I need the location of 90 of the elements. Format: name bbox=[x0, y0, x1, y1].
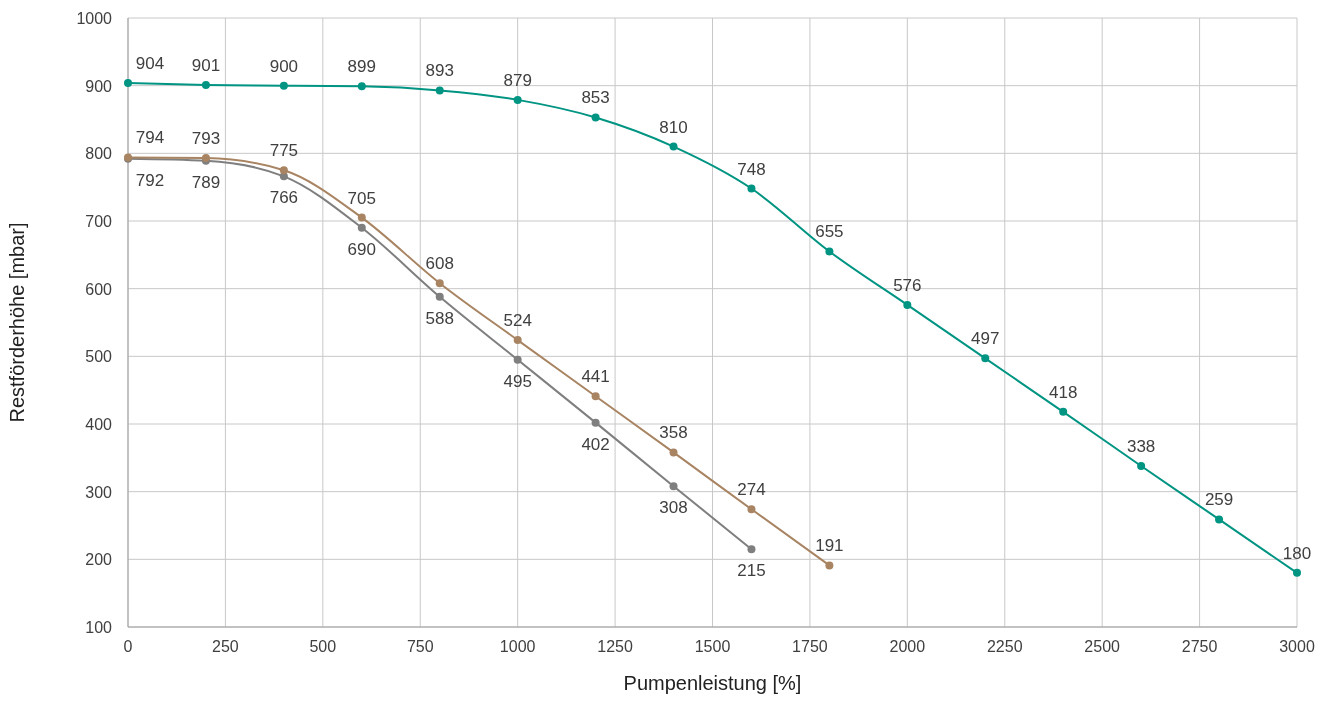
data-label: 901 bbox=[191, 55, 221, 75]
data-label: 441 bbox=[581, 367, 610, 387]
data-label: 810 bbox=[659, 117, 688, 137]
x-tick-label: 1500 bbox=[694, 638, 731, 655]
point bbox=[513, 95, 522, 104]
data-label: 775 bbox=[269, 141, 299, 161]
data-label: 274 bbox=[737, 480, 766, 500]
point bbox=[357, 82, 366, 91]
x-tick-label: 500 bbox=[309, 638, 337, 655]
x-tick-label: 2500 bbox=[1084, 638, 1121, 655]
x-tick-label: 2250 bbox=[986, 638, 1023, 655]
x-tick-label: 750 bbox=[406, 638, 434, 655]
data-label: 793 bbox=[191, 129, 221, 149]
data-label: 191 bbox=[815, 536, 844, 556]
x-tick-label: 0 bbox=[123, 638, 133, 655]
x-axis-title: Pumpenleistung [%] bbox=[623, 672, 802, 694]
y-tick-label: 1000 bbox=[76, 10, 113, 27]
x-tick-label: 2000 bbox=[889, 638, 926, 655]
point bbox=[279, 81, 288, 90]
data-label: 576 bbox=[893, 275, 922, 295]
point bbox=[201, 80, 210, 89]
data-label: 705 bbox=[347, 188, 376, 208]
point bbox=[1137, 461, 1146, 470]
data-label: 259 bbox=[1204, 490, 1234, 510]
point bbox=[747, 505, 756, 514]
x-tick-label: 250 bbox=[212, 638, 239, 655]
x-tick-label: 2750 bbox=[1181, 638, 1218, 655]
data-label: 655 bbox=[815, 222, 844, 242]
data-label: 358 bbox=[659, 423, 688, 443]
y-tick-label: 200 bbox=[85, 551, 113, 569]
data-label: 766 bbox=[269, 188, 299, 208]
data-label: 893 bbox=[425, 61, 454, 81]
data-label: 899 bbox=[347, 57, 376, 77]
data-label: 690 bbox=[347, 239, 376, 259]
point bbox=[513, 336, 522, 345]
data-label: 180 bbox=[1282, 543, 1312, 563]
point bbox=[357, 213, 366, 222]
y-tick-label: 300 bbox=[85, 483, 113, 501]
x-tick-label: 3000 bbox=[1279, 638, 1315, 655]
data-label: 402 bbox=[581, 434, 610, 454]
point bbox=[981, 354, 990, 363]
data-label: 789 bbox=[191, 172, 221, 192]
point bbox=[825, 561, 834, 570]
data-label: 608 bbox=[425, 254, 454, 274]
y-tick-label: 800 bbox=[85, 145, 113, 163]
point bbox=[279, 166, 288, 175]
y-tick-label: 600 bbox=[85, 280, 113, 298]
point bbox=[357, 223, 366, 232]
data-label: 524 bbox=[503, 311, 532, 331]
x-tick-label: 1250 bbox=[597, 638, 633, 655]
point bbox=[591, 113, 600, 122]
point bbox=[435, 279, 444, 288]
data-label: 338 bbox=[1126, 436, 1156, 456]
point bbox=[747, 184, 756, 193]
data-label: 495 bbox=[503, 371, 532, 391]
point bbox=[1215, 515, 1224, 524]
data-label: 215 bbox=[737, 561, 766, 581]
data-label: 308 bbox=[659, 498, 688, 518]
data-label: 418 bbox=[1049, 382, 1078, 402]
y-tick-label: 100 bbox=[85, 619, 113, 636]
data-label: 879 bbox=[503, 70, 532, 90]
data-label: 497 bbox=[971, 329, 1000, 349]
y-tick-label: 400 bbox=[85, 416, 113, 433]
point bbox=[513, 355, 522, 364]
point bbox=[669, 482, 678, 491]
point bbox=[825, 247, 834, 256]
point bbox=[435, 292, 444, 301]
point bbox=[1293, 568, 1301, 577]
y-tick-label: 500 bbox=[85, 348, 113, 366]
point bbox=[591, 418, 600, 427]
data-label: 588 bbox=[425, 308, 454, 328]
point bbox=[669, 142, 678, 151]
data-label: 853 bbox=[581, 88, 610, 108]
point bbox=[435, 86, 444, 95]
y-tick-label: 700 bbox=[85, 213, 113, 230]
data-label: 904 bbox=[135, 53, 165, 73]
point bbox=[1059, 407, 1068, 416]
data-label: 792 bbox=[135, 170, 165, 190]
x-tick-label: 1750 bbox=[792, 638, 828, 655]
y-axis-title: Restförderhöhe [mbar] bbox=[6, 222, 28, 423]
point bbox=[669, 448, 678, 457]
point bbox=[591, 392, 600, 401]
point bbox=[903, 300, 912, 309]
y-tick-label: 900 bbox=[85, 77, 113, 95]
point bbox=[747, 545, 756, 554]
data-label: 794 bbox=[135, 128, 165, 148]
x-tick-label: 1000 bbox=[499, 638, 536, 655]
point bbox=[124, 78, 132, 87]
data-label: 748 bbox=[737, 159, 766, 179]
data-label: 900 bbox=[269, 56, 299, 76]
